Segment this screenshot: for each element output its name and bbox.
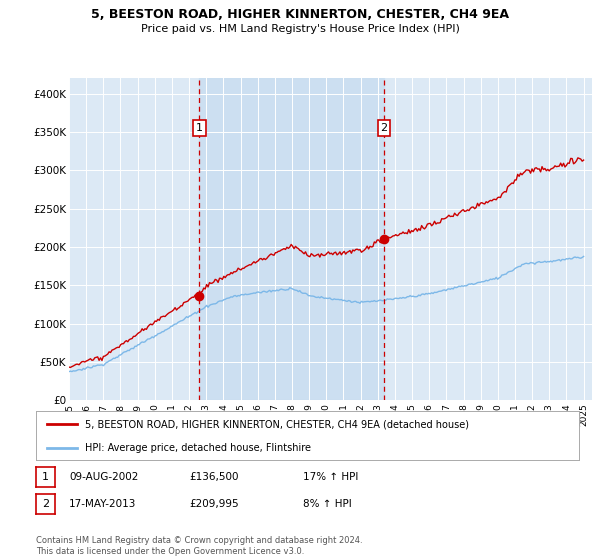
Text: HPI: Average price, detached house, Flintshire: HPI: Average price, detached house, Flin… (85, 444, 311, 454)
Text: 1: 1 (42, 472, 49, 482)
Text: Price paid vs. HM Land Registry's House Price Index (HPI): Price paid vs. HM Land Registry's House … (140, 24, 460, 34)
Text: £136,500: £136,500 (189, 472, 239, 482)
Text: 2: 2 (42, 499, 49, 509)
Text: 2: 2 (380, 123, 388, 133)
Text: 5, BEESTON ROAD, HIGHER KINNERTON, CHESTER, CH4 9EA: 5, BEESTON ROAD, HIGHER KINNERTON, CHEST… (91, 8, 509, 21)
Text: 1: 1 (196, 123, 203, 133)
Text: Contains HM Land Registry data © Crown copyright and database right 2024.
This d: Contains HM Land Registry data © Crown c… (36, 536, 362, 556)
Text: 09-AUG-2002: 09-AUG-2002 (69, 472, 139, 482)
Text: 8% ↑ HPI: 8% ↑ HPI (303, 499, 352, 509)
Text: £209,995: £209,995 (189, 499, 239, 509)
Text: 17% ↑ HPI: 17% ↑ HPI (303, 472, 358, 482)
Text: 5, BEESTON ROAD, HIGHER KINNERTON, CHESTER, CH4 9EA (detached house): 5, BEESTON ROAD, HIGHER KINNERTON, CHEST… (85, 420, 469, 430)
Bar (199, 78, 384, 400)
Text: 17-MAY-2013: 17-MAY-2013 (69, 499, 136, 509)
